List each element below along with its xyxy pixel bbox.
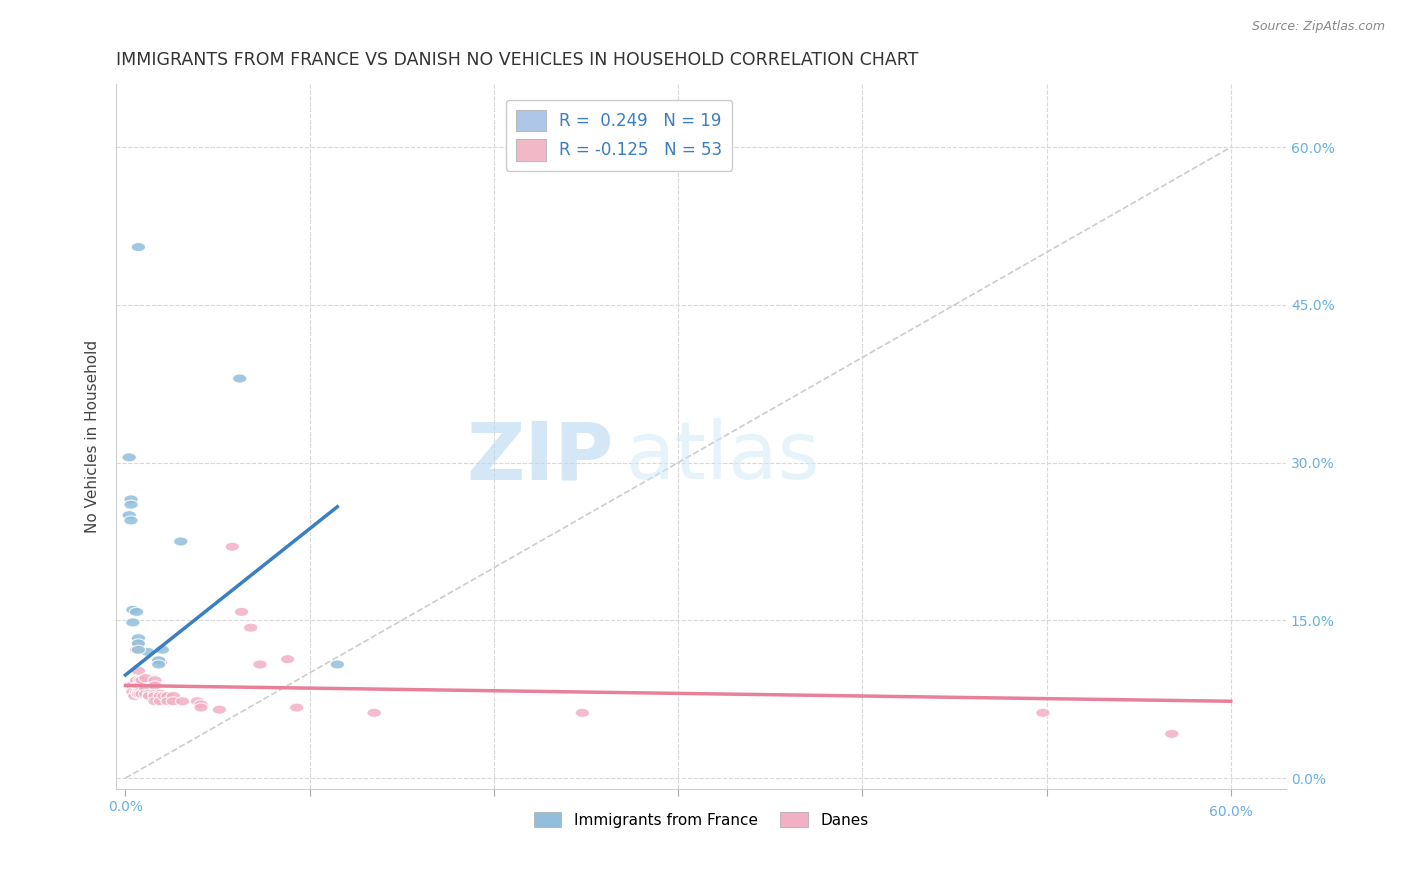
Y-axis label: No Vehicles in Household: No Vehicles in Household bbox=[86, 340, 100, 533]
Ellipse shape bbox=[152, 656, 166, 665]
Ellipse shape bbox=[131, 633, 146, 643]
Ellipse shape bbox=[194, 703, 208, 712]
Ellipse shape bbox=[135, 690, 149, 698]
Ellipse shape bbox=[122, 453, 136, 462]
Ellipse shape bbox=[253, 660, 267, 669]
Ellipse shape bbox=[190, 697, 204, 706]
Ellipse shape bbox=[129, 687, 143, 697]
Ellipse shape bbox=[131, 690, 146, 698]
Text: ZIP: ZIP bbox=[467, 418, 613, 497]
Ellipse shape bbox=[235, 607, 249, 616]
Ellipse shape bbox=[194, 700, 208, 709]
Ellipse shape bbox=[148, 681, 162, 690]
Ellipse shape bbox=[152, 660, 166, 669]
Ellipse shape bbox=[131, 645, 146, 654]
Ellipse shape bbox=[142, 690, 156, 698]
Ellipse shape bbox=[129, 607, 143, 616]
Ellipse shape bbox=[131, 681, 146, 690]
Ellipse shape bbox=[131, 243, 146, 252]
Ellipse shape bbox=[128, 691, 142, 700]
Ellipse shape bbox=[148, 676, 162, 685]
Ellipse shape bbox=[135, 676, 149, 685]
Ellipse shape bbox=[134, 681, 148, 690]
Ellipse shape bbox=[176, 697, 190, 706]
Ellipse shape bbox=[124, 681, 138, 690]
Ellipse shape bbox=[139, 684, 153, 693]
Text: 60.0%: 60.0% bbox=[1209, 805, 1253, 820]
Ellipse shape bbox=[225, 542, 239, 551]
Ellipse shape bbox=[131, 639, 146, 648]
Ellipse shape bbox=[153, 697, 167, 706]
Ellipse shape bbox=[157, 691, 172, 700]
Ellipse shape bbox=[148, 697, 162, 706]
Ellipse shape bbox=[134, 687, 148, 697]
Ellipse shape bbox=[124, 495, 138, 504]
Text: atlas: atlas bbox=[626, 418, 820, 497]
Ellipse shape bbox=[131, 690, 146, 698]
Ellipse shape bbox=[129, 676, 143, 685]
Ellipse shape bbox=[166, 691, 180, 700]
Ellipse shape bbox=[1164, 730, 1180, 739]
Legend: Immigrants from France, Danes: Immigrants from France, Danes bbox=[527, 805, 875, 834]
Ellipse shape bbox=[125, 618, 141, 627]
Ellipse shape bbox=[124, 500, 138, 509]
Ellipse shape bbox=[122, 510, 136, 520]
Ellipse shape bbox=[290, 703, 304, 712]
Ellipse shape bbox=[367, 708, 381, 717]
Ellipse shape bbox=[134, 676, 148, 685]
Ellipse shape bbox=[160, 697, 174, 706]
Ellipse shape bbox=[153, 657, 167, 667]
Ellipse shape bbox=[131, 666, 146, 675]
Ellipse shape bbox=[142, 691, 156, 700]
Ellipse shape bbox=[232, 374, 247, 383]
Text: IMMIGRANTS FROM FRANCE VS DANISH NO VEHICLES IN HOUSEHOLD CORRELATION CHART: IMMIGRANTS FROM FRANCE VS DANISH NO VEHI… bbox=[117, 51, 918, 69]
Ellipse shape bbox=[280, 655, 295, 664]
Ellipse shape bbox=[148, 691, 162, 700]
Ellipse shape bbox=[160, 691, 174, 700]
Ellipse shape bbox=[212, 706, 226, 714]
Text: Source: ZipAtlas.com: Source: ZipAtlas.com bbox=[1251, 20, 1385, 33]
Ellipse shape bbox=[134, 690, 148, 698]
Ellipse shape bbox=[125, 681, 141, 690]
Ellipse shape bbox=[153, 691, 167, 700]
Ellipse shape bbox=[148, 690, 162, 698]
Ellipse shape bbox=[173, 537, 188, 546]
Ellipse shape bbox=[131, 687, 146, 697]
Ellipse shape bbox=[131, 639, 146, 648]
Ellipse shape bbox=[124, 516, 138, 525]
Ellipse shape bbox=[243, 624, 257, 632]
Ellipse shape bbox=[125, 606, 141, 615]
Ellipse shape bbox=[155, 645, 170, 654]
Ellipse shape bbox=[129, 645, 143, 654]
Ellipse shape bbox=[139, 690, 153, 698]
Ellipse shape bbox=[139, 673, 153, 682]
Ellipse shape bbox=[330, 660, 344, 669]
Ellipse shape bbox=[166, 697, 180, 706]
Ellipse shape bbox=[125, 687, 141, 697]
Ellipse shape bbox=[153, 690, 167, 698]
Ellipse shape bbox=[141, 648, 155, 657]
Ellipse shape bbox=[575, 708, 589, 717]
Ellipse shape bbox=[1036, 708, 1050, 717]
